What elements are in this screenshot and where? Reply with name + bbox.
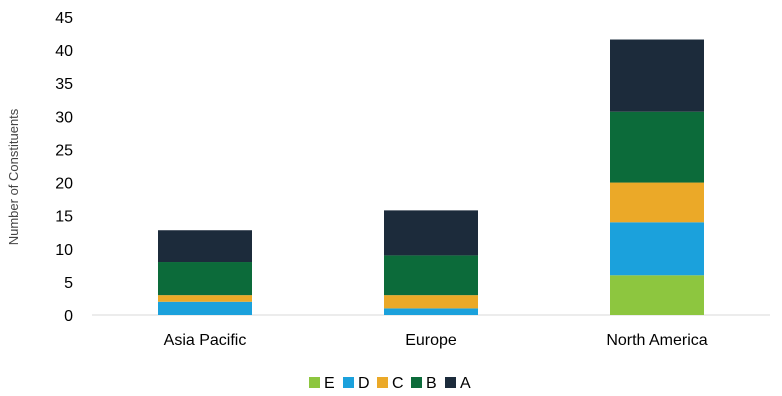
y-tick-label: 30 bbox=[55, 109, 73, 126]
bar-segment-a-asia-pacific bbox=[158, 230, 252, 263]
y-tick-label: 5 bbox=[64, 275, 73, 292]
x-tick-label: Europe bbox=[405, 332, 457, 349]
legend-swatch-a bbox=[445, 377, 456, 388]
legend-label-d: D bbox=[358, 375, 370, 392]
y-tick-label: 40 bbox=[55, 43, 73, 60]
bar-segment-b-europe bbox=[384, 255, 478, 296]
y-tick-label: 45 bbox=[55, 10, 73, 27]
y-axis-label: Number of Constituents bbox=[6, 108, 21, 245]
bar-segment-d-north-america bbox=[610, 222, 704, 276]
legend-label-e: E bbox=[324, 375, 335, 392]
bar-segment-c-asia-pacific bbox=[158, 295, 252, 302]
y-axis-label-group: Number of Constituents bbox=[6, 108, 21, 245]
bar-segment-a-europe bbox=[384, 210, 478, 256]
y-tick-label: 15 bbox=[55, 209, 73, 226]
y-tick-label: 20 bbox=[55, 176, 73, 193]
legend-swatch-c bbox=[377, 377, 388, 388]
legend-label-b: B bbox=[426, 375, 437, 392]
legend-label-a: A bbox=[460, 375, 471, 392]
bar-segment-d-asia-pacific bbox=[158, 301, 252, 315]
x-axis-ticks: Asia Pacific Europe North America bbox=[164, 332, 708, 349]
bar-segment-a-north-america bbox=[610, 39, 704, 112]
legend-swatch-b bbox=[411, 377, 422, 388]
bar-segment-c-north-america bbox=[610, 182, 704, 223]
bar-segment-c-europe bbox=[384, 295, 478, 309]
bar-segment-e-north-america bbox=[610, 275, 704, 315]
y-axis-ticks: 0 5 10 15 20 25 30 35 40 45 bbox=[55, 10, 73, 325]
legend-label-c: C bbox=[392, 375, 404, 392]
y-tick-label: 0 bbox=[64, 308, 73, 325]
bars bbox=[158, 39, 704, 315]
legend-swatch-e bbox=[309, 377, 320, 388]
y-tick-label: 10 bbox=[55, 242, 73, 259]
bar-segment-b-asia-pacific bbox=[158, 262, 252, 296]
y-tick-label: 35 bbox=[55, 76, 73, 93]
bar-segment-b-north-america bbox=[610, 111, 704, 183]
y-tick-label: 25 bbox=[55, 142, 73, 159]
x-tick-label: North America bbox=[606, 332, 707, 349]
bar-segment-d-europe bbox=[384, 308, 478, 315]
x-tick-label: Asia Pacific bbox=[164, 332, 247, 349]
legend-swatch-d bbox=[343, 377, 354, 388]
